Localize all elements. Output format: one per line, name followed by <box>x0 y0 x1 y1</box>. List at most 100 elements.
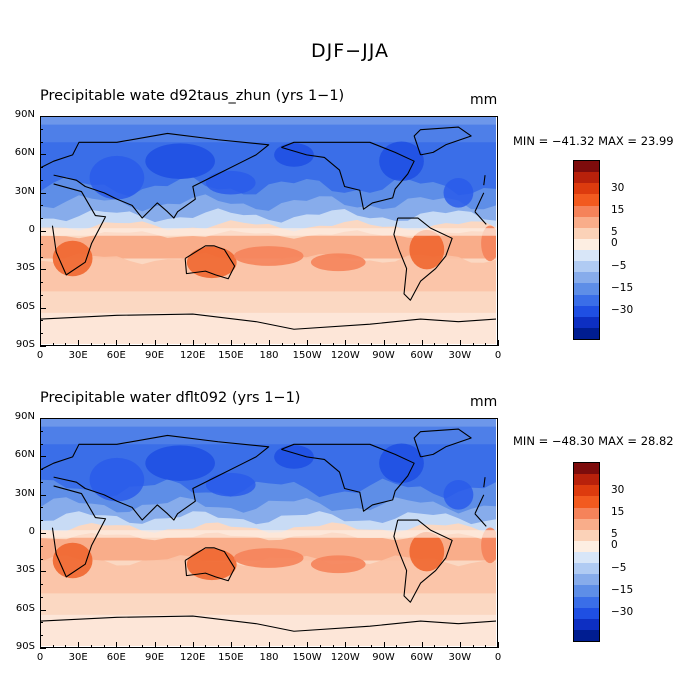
lon-tick-label: 90E <box>144 350 165 361</box>
colorbar-segment <box>574 327 599 339</box>
colorbar-label: 30 <box>611 483 625 496</box>
colorbar-label: −15 <box>611 281 634 294</box>
colorbar-bottom <box>573 462 600 642</box>
colorbar-segment <box>574 618 599 630</box>
lon-tick-mark <box>370 343 372 346</box>
lon-tick-mark <box>116 642 118 648</box>
colorbar-label: −30 <box>611 304 634 317</box>
lon-tick-label: 30E <box>68 350 88 361</box>
lon-tick-mark <box>103 343 105 346</box>
colorbar-segment <box>574 607 599 619</box>
lon-tick-mark <box>205 645 207 648</box>
lon-tick-label: 60W <box>410 350 433 361</box>
strong-positive-patch <box>409 531 445 572</box>
lon-tick-label: 30E <box>68 652 88 663</box>
greenland-outline <box>413 126 472 156</box>
lat-tick-mark <box>40 192 46 194</box>
colorbar-segment <box>574 305 599 317</box>
lat-tick-mark <box>40 320 43 322</box>
lon-tick-mark <box>40 642 41 648</box>
lat-tick-mark <box>40 571 46 573</box>
colorbar-segment <box>574 596 599 608</box>
lat-tick-label: 30N <box>14 185 35 197</box>
south-contour-band <box>41 252 497 292</box>
lat-tick-label: 60S <box>15 602 35 614</box>
colorbar-label: −5 <box>611 561 627 574</box>
colorbar-top <box>573 160 600 340</box>
strong-positive-patch <box>233 548 304 568</box>
lat-tick-mark <box>40 243 43 245</box>
lon-tick-mark <box>485 645 487 648</box>
lon-tick-mark <box>65 343 67 346</box>
map-bottom <box>40 418 498 648</box>
precip-field <box>41 117 497 345</box>
colorbar-segment <box>574 629 599 641</box>
lon-tick-mark <box>281 343 283 346</box>
africa-outline <box>51 485 487 578</box>
lat-tick-mark <box>40 443 43 445</box>
lon-tick-mark <box>154 340 156 346</box>
colorbar-segment <box>574 585 599 597</box>
strong-negative-patch <box>145 143 215 180</box>
lon-tick-label: 0 <box>494 652 502 663</box>
lon-tick-mark <box>434 645 436 648</box>
lon-tick-mark <box>332 343 334 346</box>
lat-tick-mark <box>40 520 43 522</box>
panel-title-top: Precipitable wate d92taus_zhun (yrs 1−1) <box>40 88 345 104</box>
lon-tick-mark <box>421 340 423 346</box>
north-america-outline <box>281 443 415 512</box>
strong-negative-patch <box>443 177 474 208</box>
lon-tick-mark <box>192 642 194 648</box>
lon-tick-mark <box>408 343 410 346</box>
colorbar-segment <box>574 161 599 173</box>
lon-tick-mark <box>192 340 194 346</box>
lon-tick-mark <box>345 642 347 648</box>
lon-tick-mark <box>281 645 283 648</box>
colorbar-label: 15 <box>611 204 625 217</box>
colorbar-segment <box>574 272 599 284</box>
strong-positive-patch <box>186 246 237 279</box>
lon-tick-mark <box>294 645 296 648</box>
lon-tick-mark <box>269 340 270 346</box>
lon-tick-label: 90W <box>372 652 395 663</box>
lon-tick-mark <box>103 645 105 648</box>
strong-negative-patch <box>443 479 474 510</box>
colorbar-segment <box>574 563 599 575</box>
colorbar-label: 0 <box>611 237 618 250</box>
lat-tick-mark <box>40 635 43 637</box>
lat-tick-mark <box>40 584 43 586</box>
lat-tick-label: 30N <box>14 487 35 499</box>
lat-tick-mark <box>40 294 43 296</box>
lon-tick-label: 90W <box>372 350 395 361</box>
lon-tick-mark <box>472 645 474 648</box>
lat-tick-mark <box>40 282 43 284</box>
panel-title-bottom: Precipitable water dflt092 (yrs 1−1) <box>40 390 301 406</box>
colorbar-segment <box>574 250 599 262</box>
lat-tick-mark <box>40 418 46 419</box>
lon-tick-label: 120E <box>179 652 206 663</box>
lat-tick-mark <box>40 469 43 471</box>
colorbar-segment <box>574 194 599 206</box>
colorbar-label: 15 <box>611 506 625 519</box>
lat-tick-mark <box>40 596 43 598</box>
lat-tick-label: 60S <box>15 300 35 312</box>
antarctica-outline <box>41 615 497 632</box>
lon-tick-mark <box>90 645 92 648</box>
australia-outline <box>184 547 236 582</box>
lon-tick-label: 60E <box>106 350 126 361</box>
lat-tick-mark <box>40 481 43 483</box>
lon-tick-label: 120W <box>330 350 360 361</box>
south-america-outline <box>393 217 453 301</box>
panel-stats-bottom: MIN = −48.30 MAX = 28.82 <box>513 434 674 448</box>
lat-tick-mark <box>40 141 43 143</box>
lon-tick-label: 60W <box>410 652 433 663</box>
lat-tick-mark <box>40 494 46 496</box>
equatorial-band <box>41 530 497 538</box>
equatorial-band <box>41 228 497 236</box>
lon-tick-mark <box>243 343 245 346</box>
colorbar-segment <box>574 540 599 552</box>
strong-positive-patch <box>310 253 366 272</box>
lon-tick-mark <box>459 642 461 648</box>
colorbar-segment <box>574 172 599 184</box>
polar-band <box>41 614 497 647</box>
